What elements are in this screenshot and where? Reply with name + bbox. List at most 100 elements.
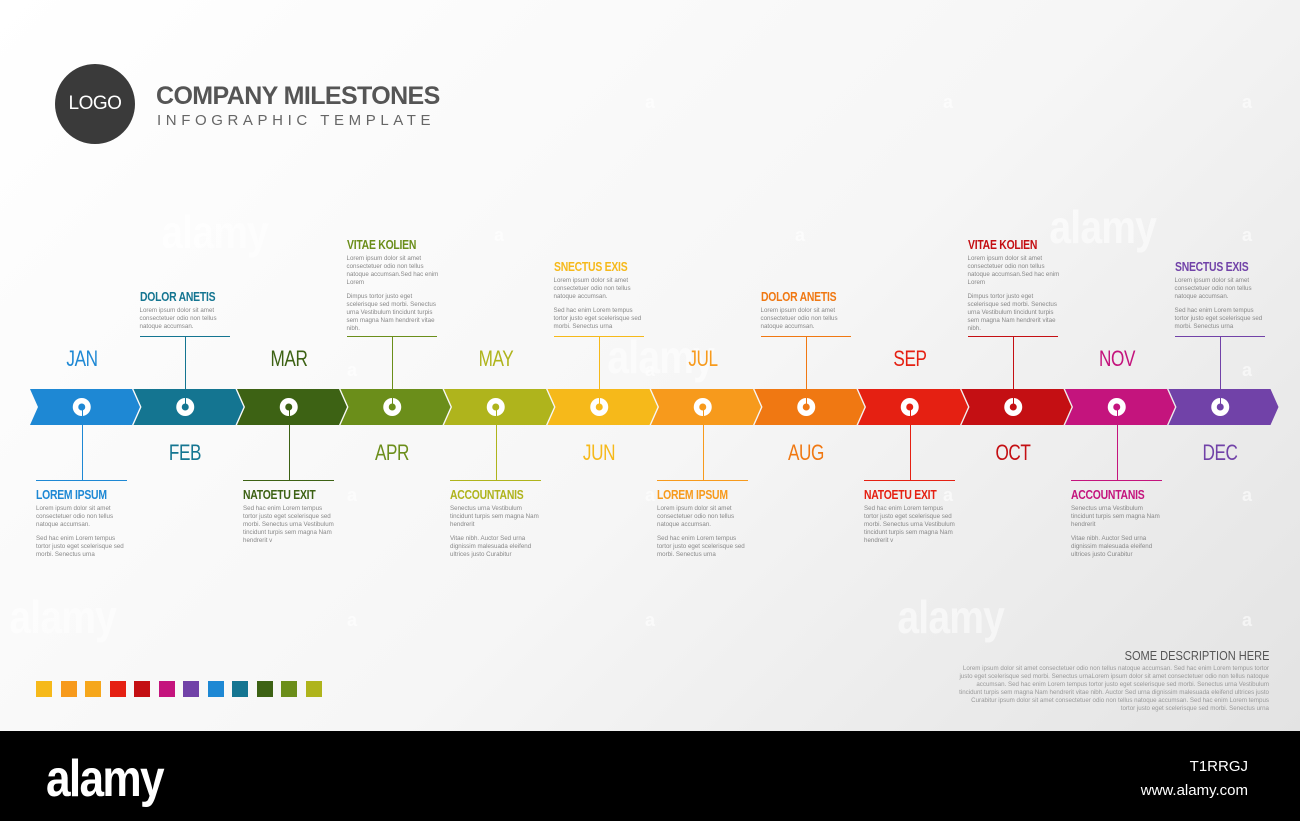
event-text-secondary: Vitae nibh. Auctor Sed urna dignissim ma… [1071, 535, 1153, 558]
event-underline [1174, 336, 1265, 337]
watermark-text: alamy [9, 591, 117, 643]
month-label-jan: JAN [66, 346, 98, 371]
description-text: Lorem ipsum dolor sit amet consectetuer … [959, 665, 1269, 712]
watermark-text: alamy [1049, 201, 1157, 253]
color-swatch [256, 681, 273, 697]
event-text-secondary: Dimpus tortor justo eget scelerisque sed… [346, 293, 436, 332]
watermark-mark: a [943, 92, 954, 112]
infographic-canvas: alamy alamy alamy alamy alamy a a a a a a a a a a a a a a a… [0, 0, 1300, 731]
event-text: Lorem ipsum dolor sit amet consectetuer … [1174, 277, 1252, 300]
event-underline [346, 336, 437, 337]
event-underline [1071, 480, 1162, 481]
connector-line [185, 336, 187, 407]
connector-line [81, 407, 83, 480]
logo-circle: LOGO [55, 64, 135, 144]
timeline-band [30, 389, 1279, 425]
color-swatch [134, 681, 150, 697]
watermark-mark: a [943, 485, 954, 505]
event-text: Lorem ipsum dolor sit amet consectetuer … [553, 277, 631, 300]
event-title: LOREM IPSUM [36, 487, 107, 502]
connector-line [1220, 336, 1222, 407]
watermark-mark: a [645, 92, 656, 112]
footer-url: www.alamy.com [1140, 782, 1248, 799]
event-feb: DOLOR ANETIS Lorem ipsum dolor sit amet c… [140, 289, 232, 331]
connector-line [495, 407, 497, 480]
event-text: Lorem ipsum dolor sit amet consectetuer … [760, 307, 838, 330]
description-title: SOME DESCRIPTION HERE [1124, 648, 1269, 663]
watermark-mark: a [347, 485, 358, 505]
color-swatch [281, 681, 297, 697]
event-title: DOLOR ANETIS [760, 289, 837, 304]
connector-line [599, 336, 601, 407]
timeline-marker-dot [388, 403, 396, 411]
event-title: VITAE KOLIEN [346, 237, 416, 252]
event-dec: SNECTUS EXIS Lorem ipsum dolor sit amet c… [1175, 259, 1267, 331]
event-title: DOLOR ANETIS [139, 289, 216, 304]
event-title: SNECTUS EXIS [553, 259, 628, 274]
month-label-nov: NOV [1098, 346, 1135, 371]
month-label-dec: DEC [1202, 440, 1238, 465]
event-title: NATOETU EXIT [864, 487, 937, 502]
timeline-marker-dot [802, 403, 810, 411]
event-text: Lorem ipsum dolor sit amet consectetuer … [346, 255, 439, 286]
footer-brand-logo: alamy [46, 750, 165, 808]
timeline-marker-dot [1009, 403, 1017, 411]
watermark-mark: a [1242, 92, 1253, 112]
event-underline [450, 480, 541, 481]
watermark-mark: a [1242, 485, 1253, 505]
watermark-mark: a [1242, 610, 1253, 630]
event-underline [760, 336, 851, 337]
month-label-feb: FEB [169, 440, 202, 465]
event-underline [553, 336, 644, 337]
watermark-mark: a [1242, 225, 1253, 245]
event-jun: SNECTUS EXIS Lorem ipsum dolor sit amet c… [554, 259, 646, 331]
event-title: NATOETU EXIT [243, 487, 316, 502]
event-nov: ACCOUNTANIS Senectus urna Vestibulum tinc… [1071, 487, 1163, 559]
month-label-sep: SEP [893, 346, 927, 371]
connector-line [288, 407, 290, 480]
event-underline [864, 480, 955, 481]
timeline-marker-dot [1216, 403, 1224, 411]
month-label-mar: MAR [270, 346, 308, 371]
event-aug: DOLOR ANETIS Lorem ipsum dolor sit amet c… [761, 289, 853, 331]
connector-line [909, 407, 911, 480]
connector-line [806, 336, 808, 407]
event-text: Sed hac enim Lorem tempus tortor justo e… [243, 505, 334, 544]
watermark-mark: a [795, 225, 806, 245]
month-label-apr: APR [375, 440, 410, 465]
event-text: Lorem ipsum dolor sit amet consectetuer … [967, 255, 1060, 286]
color-swatch [207, 681, 224, 697]
watermark-mark: a [645, 485, 656, 505]
event-oct: VITAE KOLIEN Lorem ipsum dolor sit amet c… [968, 237, 1060, 333]
event-title: ACCOUNTANIS [1071, 487, 1145, 502]
event-text-secondary: Vitae nibh. Auctor Sed urna dignissim ma… [450, 535, 532, 558]
event-jan: LOREM IPSUM Lorem ipsum dolor sit amet co… [36, 487, 128, 559]
connector-line [702, 407, 704, 480]
watermark-mark: a [645, 610, 656, 630]
watermark-text: alamy [161, 206, 269, 258]
event-underline [243, 480, 334, 481]
watermark-mark: a [645, 360, 656, 380]
event-text: Lorem ipsum dolor sit amet consectetuer … [657, 505, 735, 528]
event-jul: LOREM IPSUM Lorem ipsum dolor sit amet co… [657, 487, 749, 559]
month-label-oct: OCT [995, 440, 1031, 465]
month-label-aug: AUG [788, 440, 825, 465]
event-underline [139, 336, 230, 337]
event-title: LOREM IPSUM [657, 487, 728, 502]
event-text: Sed hac enim Lorem tempus tortor justo e… [864, 505, 955, 544]
watermark-text: alamy [897, 591, 1005, 643]
event-underline [967, 336, 1058, 337]
watermark-mark: a [494, 225, 505, 245]
event-sep: NATOETU EXIT Sed hac enim Lorem tempus to… [864, 487, 956, 545]
event-text-secondary: Sed hac enim Lorem tempus tortor justo e… [553, 307, 642, 330]
color-swatch [183, 681, 199, 697]
footer-image-id: T1RRGJ [1189, 758, 1248, 775]
month-label-may: MAY [478, 346, 514, 371]
timeline-marker-dot [595, 403, 603, 411]
event-underline [36, 480, 127, 481]
month-label-jun: JUN [583, 440, 616, 465]
event-text-secondary: Sed hac enim Lorem tempus tortor justo e… [1174, 307, 1263, 330]
event-text: Senectus urna Vestibulum tincidunt turpi… [1071, 505, 1160, 528]
color-swatch [85, 681, 101, 697]
watermark-mark: a [347, 610, 358, 630]
